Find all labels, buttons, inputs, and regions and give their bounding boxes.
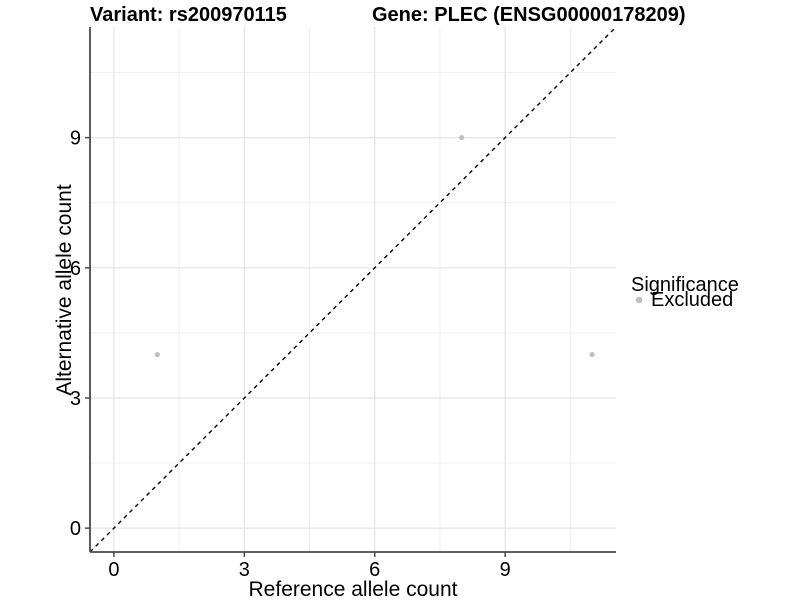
data-point <box>589 351 595 358</box>
x-tick-label: 0 <box>108 559 119 581</box>
data-point <box>459 135 465 141</box>
x-tick-label: 3 <box>239 559 250 581</box>
x-axis-title: Reference allele count <box>249 578 458 600</box>
gene-title: Gene: PLEC (ENSG00000178209) <box>372 4 686 26</box>
legend: Significance Excluded <box>631 274 739 311</box>
y-tick-label: 3 <box>70 388 81 410</box>
variant-title: Variant: rs200970115 <box>90 4 287 26</box>
legend-point-icon <box>635 296 643 304</box>
y-tick-label: 9 <box>70 128 81 150</box>
y-axis-title: Alternative allele count <box>53 184 76 395</box>
y-tick-label: 0 <box>70 518 81 540</box>
data-point <box>154 351 160 358</box>
identity-line <box>89 26 617 553</box>
plot-panel: 0 3 6 9 0 3 6 9 <box>70 26 617 581</box>
y-tick-label: 6 <box>70 258 81 280</box>
x-tick-label: 9 <box>500 559 511 581</box>
legend-item-label: Excluded <box>651 289 733 311</box>
x-tick-label: 6 <box>369 559 380 581</box>
legend-title: Significance <box>631 274 739 296</box>
